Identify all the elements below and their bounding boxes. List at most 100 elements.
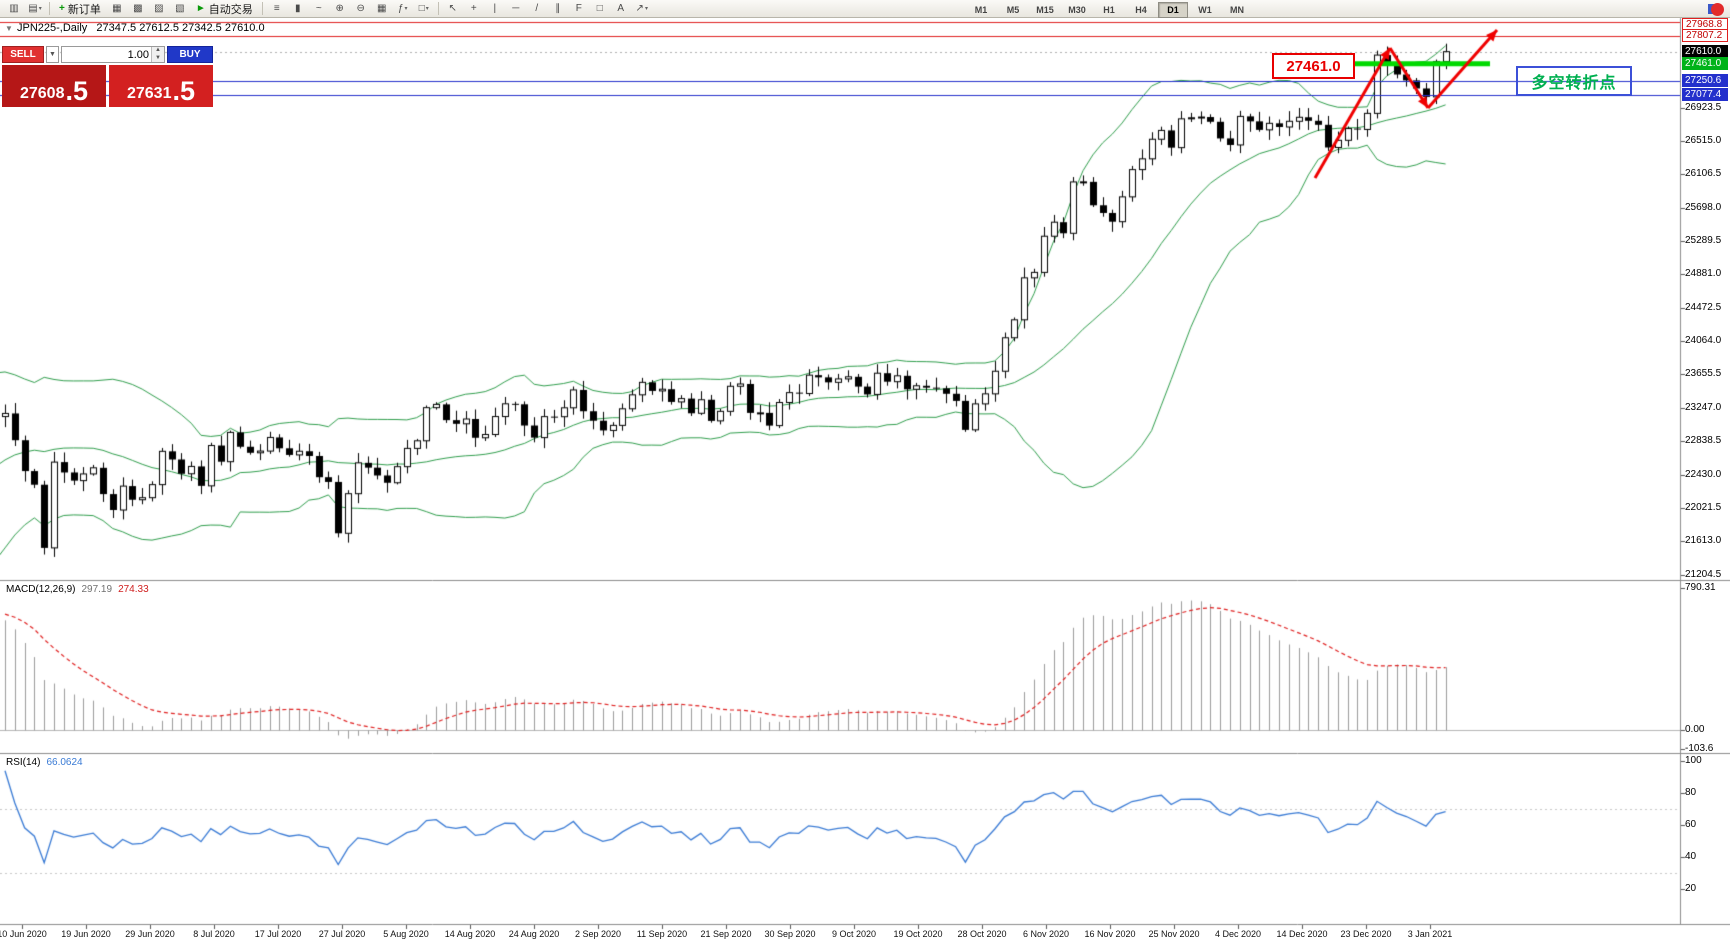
date-label: 21 Sep 2020 bbox=[700, 929, 752, 939]
price-axis-flag-blue: 27250.6 bbox=[1682, 73, 1728, 87]
rsi-panel[interactable] bbox=[0, 754, 1680, 924]
price-axis-label: 23247.0 bbox=[1685, 401, 1722, 413]
macd-panel[interactable] bbox=[0, 581, 1680, 753]
main-chart-panel[interactable] bbox=[0, 18, 1680, 580]
price-axis-label: 22838.5 bbox=[1685, 435, 1722, 447]
price-axis-flag-green: 27461.0 bbox=[1682, 56, 1728, 70]
volume-input[interactable]: 1.00 ▲ ▼ bbox=[61, 46, 165, 63]
zoom-in-icon[interactable]: ⊕ bbox=[335, 3, 344, 14]
price-axis-label: 25289.5 bbox=[1685, 235, 1722, 247]
equidistant-channel-icon[interactable]: ∥ bbox=[555, 3, 561, 14]
price-axis-label: 26106.5 bbox=[1685, 168, 1722, 180]
price-axis-flag-bid: 27610.0 bbox=[1682, 44, 1728, 58]
toolbar: ▥ ▤ ▾ + 新订单 ▦ ▩ ▨ ▧ ► 自动交易 ≡ ▮ ~ ⊕ ⊖ ▦ ƒ ▾ □ ▾ ↖ + | ─ / ∥ F □ A ↗ ▾ M1 M… bbox=[0, 0, 1730, 18]
new-chart-icon[interactable]: ▥ bbox=[9, 3, 19, 14]
toolbar-separator bbox=[437, 2, 439, 15]
date-label: 11 Sep 2020 bbox=[636, 929, 688, 939]
arrows-icon[interactable]: ↗ ▾ bbox=[635, 3, 648, 14]
support-price-label[interactable]: 27461.0 bbox=[1272, 53, 1355, 79]
volume-preset-dropdown[interactable]: ▼ bbox=[46, 46, 59, 63]
indicators-icon[interactable]: ƒ ▾ bbox=[397, 3, 408, 14]
macd-signal-value: 274.33 bbox=[118, 584, 149, 595]
date-label: 27 Jul 2020 bbox=[318, 929, 366, 939]
date-label: 25 Nov 2020 bbox=[1148, 929, 1200, 939]
date-label: 28 Oct 2020 bbox=[957, 929, 1007, 939]
volume-up-icon[interactable]: ▲ bbox=[152, 47, 164, 55]
timeframe-button-w1[interactable]: W1 bbox=[1198, 5, 1212, 15]
autotrading-button-label: 自动交易 bbox=[208, 3, 253, 16]
sell-button[interactable]: SELL bbox=[2, 46, 44, 63]
price-axis-flag-red-outline: 27807.2 bbox=[1682, 28, 1728, 42]
horizontal-line-icon[interactable]: ─ bbox=[512, 3, 520, 14]
price-axis-flag-blue: 27077.4 bbox=[1682, 88, 1728, 102]
chart-profiles-icon[interactable]: ▤ ▾ bbox=[28, 3, 42, 14]
one-click-trading-panel: SELL ▼ 1.00 ▲ ▼ BUY 27608 .5 27631 .5 bbox=[2, 46, 213, 107]
date-label: 3 Jan 2021 bbox=[1407, 929, 1453, 939]
buy-price-box[interactable]: 27631 .5 bbox=[109, 65, 213, 107]
chart-symbol-period: JPN225-,Daily bbox=[17, 22, 88, 34]
market-watch-icon[interactable]: ▦ bbox=[112, 3, 122, 14]
price-axis-label: 25698.0 bbox=[1685, 201, 1722, 213]
rsi-value: 66.0624 bbox=[46, 757, 83, 768]
volume-stepper[interactable]: ▲ ▼ bbox=[151, 47, 164, 62]
line-chart-icon[interactable]: ~ bbox=[315, 3, 322, 14]
timeframe-button-m15[interactable]: M15 bbox=[1036, 5, 1054, 15]
one-click-collapse-icon[interactable]: ▼ bbox=[5, 24, 13, 33]
timeframe-toolbar: M1 M5 M15 M30 H1 H4 D1 W1 MN bbox=[965, 2, 1253, 18]
cursor-icon[interactable]: ↖ bbox=[448, 3, 457, 14]
chart-title: JPN225-,Daily 27347.5 27612.5 27342.5 27… bbox=[17, 22, 265, 34]
buy-button[interactable]: BUY bbox=[167, 46, 213, 63]
timeframe-button-h4[interactable]: H4 bbox=[1135, 5, 1147, 15]
rsi-header: RSI(14) 66.0624 bbox=[6, 757, 83, 768]
sell-price-main: 27608 bbox=[19, 85, 65, 103]
new-order-button[interactable]: + 新订单 bbox=[54, 1, 106, 16]
sell-price-box[interactable]: 27608 .5 bbox=[2, 65, 106, 107]
price-axis-label: 24064.0 bbox=[1685, 335, 1722, 347]
shapes-icon[interactable]: □ bbox=[596, 3, 603, 14]
macd-main-value: 297.19 bbox=[81, 584, 113, 595]
trendline-icon[interactable]: / bbox=[535, 3, 539, 14]
rsi-axis-label: 60 bbox=[1685, 819, 1697, 830]
autotrading-button[interactable]: ► 自动交易 bbox=[191, 1, 258, 16]
crosshair-icon[interactable]: + bbox=[470, 3, 477, 14]
price-axis-label: 23655.5 bbox=[1685, 368, 1722, 380]
sell-price-fraction: .5 bbox=[65, 76, 89, 107]
timeframe-button-m30[interactable]: M30 bbox=[1068, 5, 1086, 15]
chart-ohlc-values: 27347.5 27612.5 27342.5 27610.0 bbox=[96, 22, 265, 34]
price-axis-label: 21613.0 bbox=[1685, 535, 1722, 547]
rsi-axis-label: 100 bbox=[1685, 755, 1702, 766]
turning-point-label[interactable]: 多空转折点 bbox=[1516, 66, 1632, 96]
date-label: 30 Sep 2020 bbox=[764, 929, 816, 939]
rsi-axis-label: 80 bbox=[1685, 787, 1697, 798]
tile-windows-icon[interactable]: ▦ bbox=[377, 3, 387, 14]
timeframe-button-d1[interactable]: D1 bbox=[1158, 2, 1188, 18]
toolbar-separator bbox=[49, 2, 50, 15]
vertical-line-icon[interactable]: | bbox=[493, 3, 497, 14]
date-label: 4 Dec 2020 bbox=[1214, 929, 1262, 939]
date-label: 8 Jul 2020 bbox=[193, 929, 235, 939]
zoom-out-icon[interactable]: ⊖ bbox=[356, 3, 365, 14]
date-label: 19 Oct 2020 bbox=[893, 929, 943, 939]
date-label: 9 Oct 2020 bbox=[831, 929, 877, 939]
notification-icon[interactable] bbox=[1708, 2, 1724, 16]
rsi-axis-label: 20 bbox=[1685, 883, 1697, 894]
timeframe-button-h1[interactable]: H1 bbox=[1103, 5, 1115, 15]
terminal-icon[interactable]: ▧ bbox=[175, 3, 185, 14]
volume-down-icon[interactable]: ▼ bbox=[152, 54, 164, 62]
navigator-icon[interactable]: ▨ bbox=[154, 3, 164, 14]
text-icon[interactable]: A bbox=[617, 3, 625, 14]
candlestick-chart-icon[interactable]: ▮ bbox=[294, 3, 301, 14]
timeframe-button-m5[interactable]: M5 bbox=[1006, 5, 1020, 15]
indicators-icon-dropdown-caret: ▾ bbox=[404, 6, 408, 12]
fibonacci-icon[interactable]: F bbox=[575, 3, 582, 14]
date-label: 23 Dec 2020 bbox=[1340, 929, 1392, 939]
macd-axis-label: 0.00 bbox=[1685, 724, 1705, 736]
timeframe-button-mn[interactable]: MN bbox=[1230, 5, 1244, 15]
macd-axis-label: 790.31 bbox=[1685, 582, 1716, 593]
date-label: 24 Aug 2020 bbox=[508, 929, 560, 939]
bar-chart-icon[interactable]: ≡ bbox=[273, 3, 280, 14]
timeframe-button-m1[interactable]: M1 bbox=[974, 5, 988, 15]
templates-icon[interactable]: □ ▾ bbox=[418, 3, 429, 14]
data-window-icon[interactable]: ▩ bbox=[133, 3, 143, 14]
